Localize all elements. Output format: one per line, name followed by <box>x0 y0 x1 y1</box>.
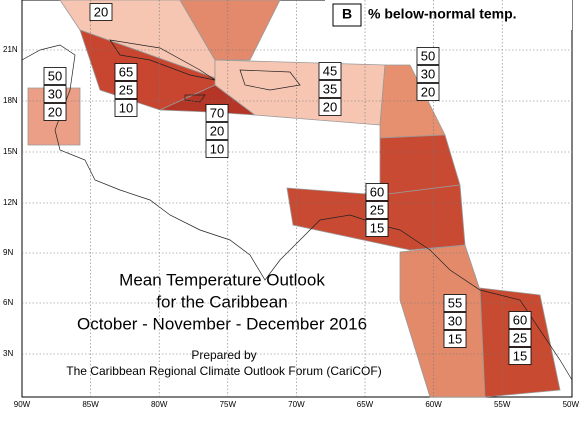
value-label: 60 <box>513 312 527 327</box>
value-label: 20 <box>323 99 337 114</box>
value-label: 10 <box>210 141 224 156</box>
value-box <box>43 103 67 121</box>
value-label: 30 <box>421 66 435 81</box>
coastline <box>239 69 301 91</box>
value-label: 55 <box>448 295 462 310</box>
lat-label: 15N <box>3 147 18 156</box>
lat-label: 9N <box>3 248 13 257</box>
value-box <box>43 85 67 103</box>
lon-label: 75W <box>220 400 237 409</box>
lon-label: 50W <box>563 400 580 409</box>
region <box>214 59 386 126</box>
lon-label: 60W <box>425 400 442 409</box>
value-box <box>443 294 467 312</box>
value-label: 15 <box>448 331 462 346</box>
lon-label: 55W <box>494 400 511 409</box>
value-label: 45 <box>323 63 337 78</box>
value-label: 65 <box>119 64 133 79</box>
region <box>379 134 461 196</box>
region <box>179 0 281 61</box>
value-label: 20 <box>48 104 62 119</box>
value-box <box>114 99 138 117</box>
value-label: 25 <box>513 330 527 345</box>
value-label: 20 <box>421 84 435 99</box>
legend-key: B <box>342 6 352 22</box>
lat-label: 3N <box>3 349 13 358</box>
value-box <box>205 122 229 140</box>
value-label: 20 <box>94 4 108 19</box>
lat-label: 6N <box>3 298 13 307</box>
value-label: 30 <box>48 86 62 101</box>
value-box <box>205 140 229 158</box>
value-box <box>365 183 389 201</box>
lon-label: 85W <box>82 400 99 409</box>
lon-label: 65W <box>357 400 374 409</box>
value-box <box>114 81 138 99</box>
value-label: 10 <box>119 100 133 115</box>
coastline <box>184 94 206 103</box>
value-box <box>43 67 67 85</box>
lon-label: 70W <box>288 400 305 409</box>
value-box <box>416 47 440 65</box>
value-label: 35 <box>323 81 337 96</box>
value-label: 25 <box>370 202 384 217</box>
value-label: 20 <box>210 123 224 138</box>
value-box <box>416 83 440 101</box>
value-label: 15 <box>370 220 384 235</box>
value-box <box>443 330 467 348</box>
value-label: 15 <box>513 348 527 363</box>
title-line: for the Caribbean <box>156 292 287 311</box>
value-box <box>89 3 113 21</box>
credit-line: Prepared by <box>191 348 256 362</box>
lon-label: 80W <box>151 400 168 409</box>
legend-key-box <box>332 3 362 27</box>
value-box <box>318 62 342 80</box>
value-box <box>318 98 342 116</box>
value-box <box>416 65 440 83</box>
lon-label: 90W <box>14 400 31 409</box>
value-box <box>365 219 389 237</box>
value-box <box>365 201 389 219</box>
title-line: October - November - December 2016 <box>77 314 367 333</box>
value-box <box>508 329 532 347</box>
title-line: Mean Temperature Outlook <box>119 270 325 289</box>
legend-box <box>325 0 572 30</box>
value-box <box>114 63 138 81</box>
lat-label: 21N <box>3 45 18 54</box>
value-label: 70 <box>210 105 224 120</box>
lat-label: 12N <box>3 198 18 207</box>
coastline <box>109 39 216 81</box>
value-box <box>508 311 532 329</box>
value-box <box>508 347 532 365</box>
value-label: 50 <box>48 68 62 83</box>
lat-label: 18N <box>3 96 18 105</box>
value-label: 30 <box>448 313 462 328</box>
value-box <box>318 80 342 98</box>
value-box <box>443 312 467 330</box>
value-label: 60 <box>370 184 384 199</box>
value-box <box>205 104 229 122</box>
value-label: 50 <box>421 48 435 63</box>
credit-line: The Caribbean Regional Climate Outlook F… <box>66 364 381 378</box>
value-label: 25 <box>119 82 133 97</box>
legend-label: % below-normal temp. <box>368 6 517 22</box>
